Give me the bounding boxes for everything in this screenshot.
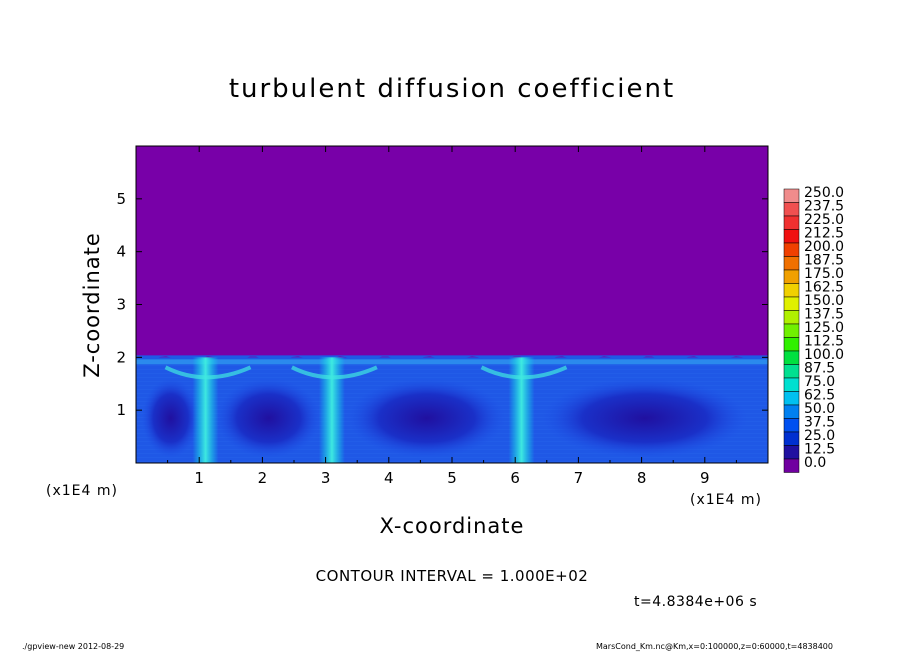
convective-cell: [215, 378, 322, 459]
y-tick-label: 1: [116, 401, 126, 419]
colorbar-swatch: [783, 215, 800, 230]
x-unit-label-right: (x1E4 m): [690, 492, 762, 508]
colorbar: 250.0237.5225.0212.5200.0187.5175.0162.5…: [783, 185, 844, 473]
x-axis-title: X-coordinate: [379, 514, 525, 538]
footer-left: ./gpview-new 2012-08-29: [22, 642, 125, 651]
time-label: t=4.8384e+06 s: [634, 594, 758, 610]
updraft-plume: [508, 357, 535, 463]
colorbar-level-label: 250.0: [804, 185, 844, 201]
colorbar-level-label: 175.0: [804, 266, 844, 282]
colorbar-swatch: [783, 242, 800, 257]
convective-cell: [141, 378, 200, 459]
boundary-layer-top-edge: [136, 355, 768, 363]
colorbar-swatch: [783, 283, 800, 298]
x-tick-label: 2: [258, 469, 268, 487]
axes-layer: 1 2 3 4 5 6 7 8 9 1 2 3 4 5: [116, 146, 768, 487]
colorbar-level-label: 50.0: [804, 401, 835, 417]
x-unit-label-left: (x1E4 m): [46, 483, 118, 499]
plume-top-arc: [480, 365, 568, 380]
colorbar-swatch: [783, 391, 800, 406]
colorbar-level-label: 150.0: [804, 293, 844, 309]
y-axis-title: Z-coordinate: [80, 232, 104, 378]
colorbar-level-label: 100.0: [804, 347, 844, 363]
colorbar-level-label: 225.0: [804, 212, 844, 228]
colorbar-swatch: [783, 418, 800, 433]
colorbar-level-label: 187.5: [804, 253, 844, 269]
plume-top-arc: [164, 365, 252, 380]
x-tick-label: 4: [384, 469, 394, 487]
x-tick-label: 3: [321, 469, 331, 487]
colorbar-swatch: [783, 256, 800, 271]
x-tick-label: 5: [447, 469, 457, 487]
colorbar-swatch: [783, 269, 800, 284]
colorbar-swatch: [783, 458, 800, 473]
colorbar-swatch: [783, 337, 800, 352]
y-tick-label: 4: [116, 243, 126, 261]
plume-top-arc: [291, 365, 378, 380]
x-tick-label: 8: [637, 469, 647, 487]
colorbar-level-label: 200.0: [804, 239, 844, 255]
colorbar-level-label: 25.0: [804, 428, 835, 444]
x-tick-label: 9: [700, 469, 710, 487]
colorbar-level-label: 137.5: [804, 307, 844, 323]
colorbar-swatch: [783, 445, 800, 460]
colorbar-swatch: [783, 364, 800, 379]
colorbar-level-label: 62.5: [804, 388, 835, 404]
colorbar-level-label: 0.0: [804, 455, 826, 471]
colorbar-level-label: 212.5: [804, 226, 844, 242]
colorbar-swatch: [783, 188, 800, 203]
colorbar-swatch: [783, 377, 800, 392]
y-tick-label: 5: [116, 190, 126, 208]
colorbar-level-label: 125.0: [804, 320, 844, 336]
colorbar-level-label: 75.0: [804, 374, 835, 390]
colorbar-level-label: 162.5: [804, 280, 844, 296]
inversion-band: [136, 359, 768, 365]
field-layer: [136, 355, 768, 463]
colorbar-level-label: 112.5: [804, 334, 844, 350]
updraft-plume: [192, 357, 219, 463]
contour-interval-label: CONTOUR INTERVAL = 1.000E+02: [315, 567, 589, 585]
colorbar-level-label: 12.5: [804, 442, 835, 458]
colorbar-swatch: [783, 229, 800, 244]
updraft-plume: [318, 357, 345, 463]
colorbar-swatch: [783, 296, 800, 311]
convective-cell: [347, 378, 507, 459]
y-tick-label: 3: [116, 296, 126, 314]
colorbar-level-label: 37.5: [804, 415, 835, 431]
colorbar-swatch: [783, 350, 800, 365]
colorbar-swatch: [783, 202, 800, 217]
chart-title: turbulent diffusion coefficient: [228, 74, 676, 104]
colorbar-swatch: [783, 310, 800, 325]
x-tick-label: 7: [574, 469, 584, 487]
colorbar-swatch: [783, 431, 800, 446]
footer-right: MarsCond_Km.nc@Km,x=0:100000,z=0:60000,t…: [596, 642, 833, 651]
colorbar-swatch: [783, 323, 800, 338]
colorbar-level-label: 87.5: [804, 361, 835, 377]
x-tick-label: 6: [510, 469, 520, 487]
x-tick-label: 1: [194, 469, 204, 487]
colorbar-level-label: 237.5: [804, 199, 844, 215]
convective-cell: [541, 378, 749, 459]
colorbar-swatch: [783, 404, 800, 419]
y-tick-label: 2: [116, 348, 126, 366]
